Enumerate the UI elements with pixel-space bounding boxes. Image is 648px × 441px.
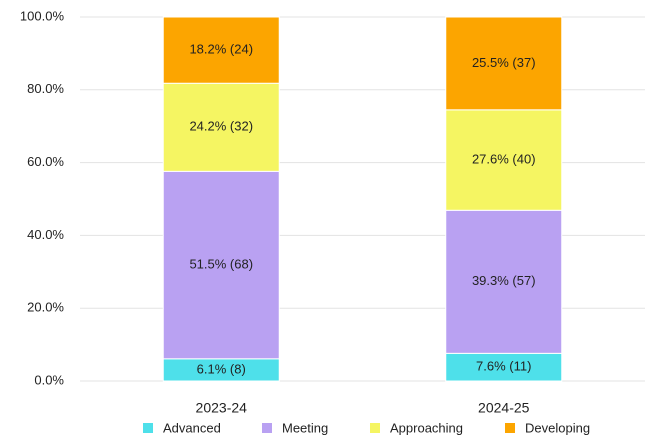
y-tick-label: 60.0%: [27, 154, 64, 169]
legend-swatch: [505, 423, 515, 433]
bar-segment: [445, 352, 563, 382]
bar-segment: [445, 16, 563, 111]
bar-segment: [445, 109, 563, 211]
data-label: 6.1% (8): [197, 361, 246, 376]
legend-label: Advanced: [163, 420, 221, 435]
data-label: 39.3% (57): [472, 273, 536, 288]
bar-segment: [162, 82, 280, 172]
data-label: 7.6% (11): [476, 359, 531, 374]
y-tick-label: 100.0%: [20, 8, 65, 23]
x-tick-label: 2023-24: [196, 400, 248, 416]
bar-segment: [162, 16, 280, 84]
legend-swatch: [262, 423, 272, 433]
legend-label: Meeting: [282, 420, 328, 435]
legend-label: Approaching: [390, 420, 463, 435]
data-label: 25.5% (37): [472, 55, 536, 70]
y-tick-label: 80.0%: [27, 81, 64, 96]
data-label: 18.2% (24): [189, 42, 253, 57]
legend-label: Developing: [525, 420, 590, 435]
y-tick-label: 0.0%: [34, 372, 64, 387]
bar-segment: [162, 170, 280, 360]
bar-segment: [445, 209, 563, 354]
data-label: 24.2% (32): [189, 119, 253, 134]
y-tick-label: 40.0%: [27, 227, 64, 242]
data-label: 27.6% (40): [472, 151, 536, 166]
data-label: 51.5% (68): [189, 257, 253, 272]
x-tick-label: 2024-25: [478, 400, 530, 416]
legend-swatch: [370, 423, 380, 433]
legend-swatch: [143, 423, 153, 433]
y-tick-label: 20.0%: [27, 300, 64, 315]
